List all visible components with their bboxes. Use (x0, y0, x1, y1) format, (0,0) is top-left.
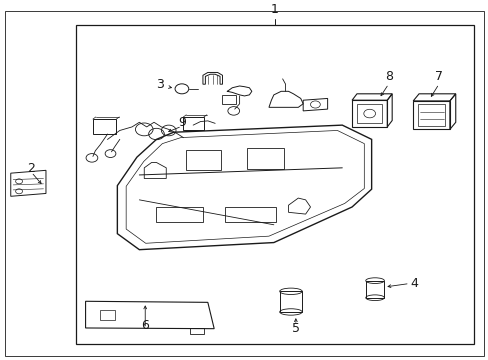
Text: 9: 9 (178, 116, 185, 129)
Bar (222, 95, 236, 104)
Bar (246, 148, 283, 168)
Text: 4: 4 (410, 277, 418, 290)
Text: 7: 7 (434, 70, 442, 83)
Text: 1: 1 (270, 3, 278, 15)
Bar (365, 281, 384, 298)
Bar (224, 207, 276, 222)
Bar (351, 100, 386, 127)
Bar (412, 101, 449, 129)
Bar (100, 310, 115, 320)
Text: 5: 5 (291, 322, 299, 335)
Bar (417, 104, 444, 126)
Text: 2: 2 (27, 162, 35, 175)
Text: 8: 8 (384, 70, 392, 83)
Text: 6: 6 (141, 319, 149, 332)
Text: 3: 3 (156, 78, 164, 91)
Bar (183, 117, 203, 130)
Bar (279, 291, 302, 312)
Bar (185, 150, 221, 170)
Bar (76, 26, 473, 344)
Bar (156, 207, 203, 222)
Bar (93, 119, 116, 134)
Bar (356, 104, 382, 123)
